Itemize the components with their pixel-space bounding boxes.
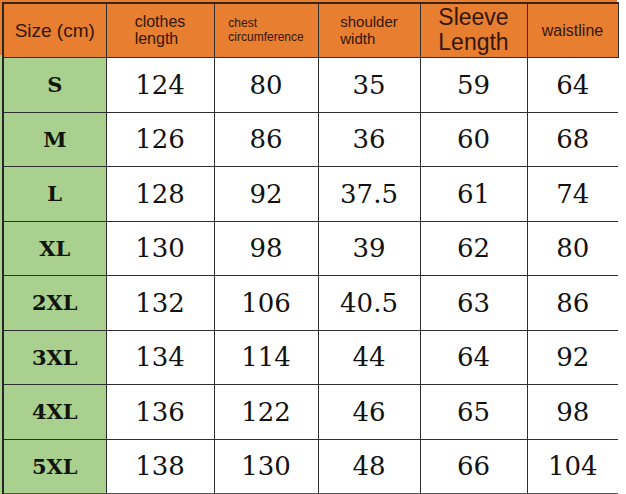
header-label: clothes length [135,13,186,49]
value-cell: 134 [106,330,214,385]
value-cell: 80 [214,58,318,113]
table-row: XL 130 98 39 62 80 [3,221,618,276]
value-cell: 128 [106,167,214,222]
header-row: Size (cm) clothes length chest circumfer… [3,3,618,58]
value-cell: 35 [318,58,420,113]
value-cell: 64 [420,330,527,385]
value-cell: 136 [106,385,214,440]
table-row: 2XL 132 106 40.5 63 86 [3,276,618,331]
value-cell: 63 [420,276,527,331]
table-row: 3XL 134 114 44 64 92 [3,330,618,385]
value-cell: 126 [106,112,214,167]
size-cell: M [3,112,106,167]
header-label: shoulder width [340,14,398,48]
value-cell: 132 [106,276,214,331]
value-cell: 74 [527,167,618,222]
value-cell: 61 [420,167,527,222]
value-cell: 98 [214,221,318,276]
value-cell: 92 [214,167,318,222]
table-row: 5XL 138 130 48 66 104 [3,439,618,494]
value-cell: 138 [106,439,214,494]
header-cell-waistline: waistline [527,3,618,58]
value-cell: 86 [527,276,618,331]
header-label: Size (cm) [15,20,95,41]
value-cell: 46 [318,385,420,440]
size-cell: 5XL [3,439,106,494]
value-cell: 130 [214,439,318,494]
value-cell: 114 [214,330,318,385]
table-row: M 126 86 36 60 68 [3,112,618,167]
value-cell: 66 [420,439,527,494]
value-cell: 106 [214,276,318,331]
value-cell: 98 [527,385,618,440]
value-cell: 104 [527,439,618,494]
size-cell: 3XL [3,330,106,385]
size-chart: Size (cm) clothes length chest circumfer… [0,0,626,494]
size-cell: 4XL [3,385,106,440]
value-cell: 92 [527,330,618,385]
header-label: waistline [542,22,603,40]
header-cell-size: Size (cm) [3,3,106,58]
value-cell: 40.5 [318,276,420,331]
value-cell: 36 [318,112,420,167]
size-cell: S [3,58,106,113]
header-cell-chest-circumference: chest circumference [214,3,318,58]
header-label: Sleeve Length [438,5,508,57]
value-cell: 122 [214,385,318,440]
size-cell: L [3,167,106,222]
value-cell: 62 [420,221,527,276]
table-row: L 128 92 37.5 61 74 [3,167,618,222]
value-cell: 68 [527,112,618,167]
header-label: chest circumference [228,17,303,44]
value-cell: 44 [318,330,420,385]
value-cell: 80 [527,221,618,276]
table-row: S 124 80 35 59 64 [3,58,618,113]
value-cell: 48 [318,439,420,494]
value-cell: 124 [106,58,214,113]
size-cell: 2XL [3,276,106,331]
value-cell: 59 [420,58,527,113]
table-row: 4XL 136 122 46 65 98 [3,385,618,440]
value-cell: 37.5 [318,167,420,222]
header-cell-clothes-length: clothes length [106,3,214,58]
value-cell: 60 [420,112,527,167]
value-cell: 64 [527,58,618,113]
header-cell-shoulder-width: shoulder width [318,3,420,58]
value-cell: 130 [106,221,214,276]
value-cell: 86 [214,112,318,167]
value-cell: 65 [420,385,527,440]
header-cell-sleeve-length: Sleeve Length [420,3,527,58]
value-cell: 39 [318,221,420,276]
size-chart-table: Size (cm) clothes length chest circumfer… [2,2,619,494]
size-cell: XL [3,221,106,276]
